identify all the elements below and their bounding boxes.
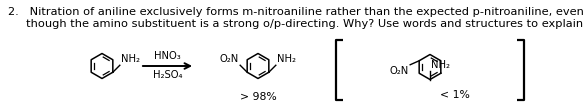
Text: > 98%: > 98% xyxy=(239,92,276,102)
Text: though the amino substituent is a strong o/p-directing. Why? Use words and struc: though the amino substituent is a strong… xyxy=(8,19,584,29)
Text: O₂N: O₂N xyxy=(220,54,239,64)
Text: O₂N: O₂N xyxy=(390,66,409,76)
Text: H₂SO₄: H₂SO₄ xyxy=(153,70,182,80)
Text: < 1%: < 1% xyxy=(440,90,470,100)
Text: NH₂: NH₂ xyxy=(121,54,140,64)
Text: HNO₃: HNO₃ xyxy=(154,51,181,61)
Text: NH₂: NH₂ xyxy=(277,54,296,64)
Text: 2.   Nitration of aniline exclusively forms m-nitroaniline rather than the expec: 2. Nitration of aniline exclusively form… xyxy=(8,7,584,17)
Text: NH₂: NH₂ xyxy=(431,59,450,69)
